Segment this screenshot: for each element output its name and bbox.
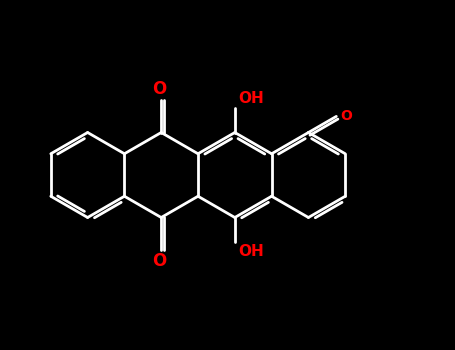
Text: O: O [340, 108, 352, 122]
Text: OH: OH [238, 244, 264, 259]
Text: O: O [152, 252, 166, 270]
Text: O: O [152, 80, 166, 98]
Text: OH: OH [238, 91, 264, 106]
